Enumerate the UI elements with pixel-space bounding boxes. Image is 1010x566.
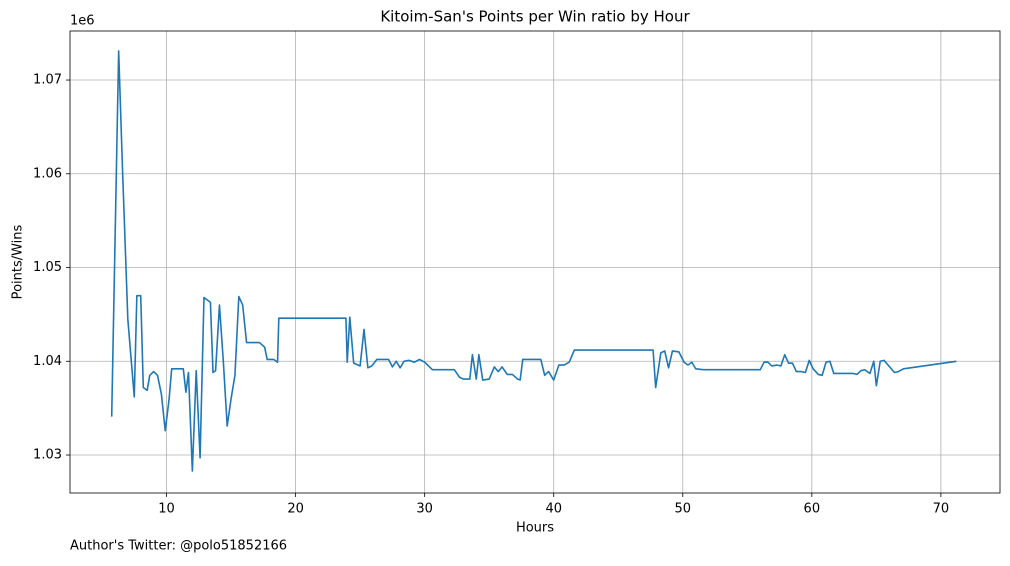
- x-tick-label: 40: [545, 502, 562, 517]
- axes-frame: [69, 30, 1001, 494]
- x-tick-label: 60: [804, 502, 821, 517]
- chart-title: Kitoim-San's Points per Win ratio by Hou…: [380, 8, 690, 26]
- footer: Author's Twitter: @polo51852166: [70, 539, 287, 554]
- y-tick-label: 1.03: [33, 448, 62, 463]
- data-line: [110, 50, 957, 472]
- x-axis-label: Hours: [516, 521, 554, 536]
- x-tick-label: 30: [416, 502, 433, 517]
- y-axis-label: Points/Wins: [11, 224, 26, 299]
- x-tick-label: 50: [674, 502, 691, 517]
- y-offset-label: 1e6: [70, 14, 95, 29]
- x-tick-label: 20: [287, 502, 304, 517]
- y-tick-label: 1.06: [33, 166, 62, 181]
- y-tick-label: 1.04: [33, 354, 62, 369]
- y-tick-label: 1.05: [33, 260, 62, 275]
- x-tick-label: 10: [158, 502, 175, 517]
- x-tick-label: 70: [933, 502, 950, 517]
- y-tick-label: 1.07: [33, 73, 62, 88]
